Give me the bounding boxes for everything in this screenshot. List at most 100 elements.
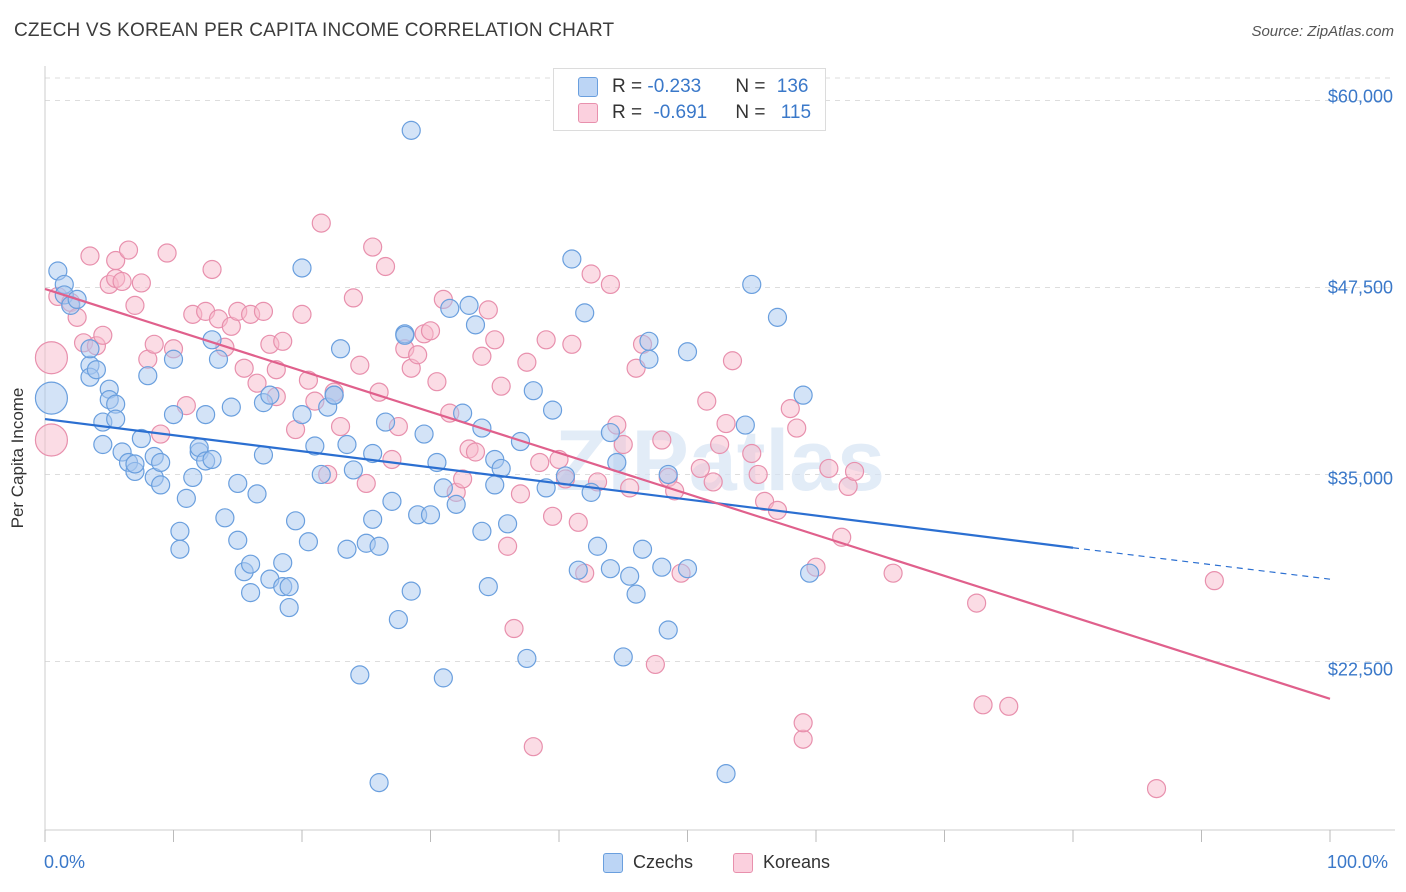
korean-point (793, 713, 813, 733)
korean-point (844, 461, 865, 482)
korean-point (530, 452, 550, 473)
czech-point (86, 360, 107, 380)
korean-point (652, 430, 672, 450)
czech-point (626, 584, 646, 604)
korean-point (1204, 571, 1224, 591)
y-tick-label: $22,500 (1327, 659, 1393, 680)
czech-point (799, 563, 820, 583)
korean-point (517, 352, 537, 372)
korean-point (253, 301, 274, 321)
korean-point (478, 300, 498, 320)
y-tick-label: $35,000 (1327, 468, 1393, 489)
czech-point (395, 325, 415, 345)
korean-point (793, 729, 813, 749)
czech-points (34, 120, 820, 793)
czech-point (337, 434, 357, 455)
korean-point (343, 288, 363, 308)
czech-point (600, 559, 621, 579)
legend-czechs-label: Czechs (633, 852, 694, 872)
czech-point (131, 428, 151, 449)
korean-point (292, 304, 312, 324)
czech-point (465, 315, 486, 335)
korean-point (710, 434, 730, 455)
czech-point (433, 668, 453, 688)
korean-point (999, 696, 1019, 716)
czech-point (523, 381, 543, 401)
korean-point (330, 416, 351, 437)
czech-r-value: -0.233 (647, 76, 702, 97)
legend: R = -0.233 N = 136 R = -0.691 N = 115 (553, 68, 826, 131)
czech-point (369, 773, 389, 793)
czech-point (375, 412, 396, 432)
korean-point (883, 563, 903, 583)
korean-point (967, 593, 987, 613)
czech-point (742, 274, 762, 295)
czech-point (273, 553, 293, 573)
korean-point (645, 654, 665, 675)
czech-point (202, 449, 222, 470)
korean-point (363, 237, 383, 257)
czech-point (337, 539, 357, 559)
bottom-legend-czechs: Czechs (603, 852, 693, 873)
korean-point (504, 618, 524, 639)
czech-swatch (578, 77, 598, 97)
x-tick-label: 100.0% (1327, 852, 1389, 872)
czech-point (241, 583, 261, 603)
czech-point (517, 648, 537, 669)
czech-point (151, 475, 171, 495)
czech-point (555, 466, 576, 486)
czech-point (459, 295, 479, 315)
korean-point (690, 458, 710, 479)
korean-point (973, 695, 993, 715)
czech-point (228, 473, 248, 494)
czech-point (735, 415, 755, 435)
czech-point (93, 434, 113, 455)
korean-point (93, 325, 113, 345)
czech-point (542, 400, 563, 420)
czech-point (658, 620, 678, 640)
korean-r-value: -0.691 (653, 102, 708, 123)
czech-point (292, 258, 312, 278)
czech-point (170, 521, 190, 541)
r-label: R = (612, 102, 648, 123)
czech-point (587, 536, 608, 556)
czech-point (241, 554, 261, 574)
y-axis-label: Per Capita Income (8, 387, 27, 529)
czech-point (420, 505, 441, 525)
korean-point (106, 250, 126, 271)
korean-point (382, 449, 402, 470)
korean-point (510, 484, 531, 504)
czech-point (613, 647, 633, 667)
korean-point (620, 478, 640, 498)
czech-point (639, 349, 659, 369)
korean-point (1146, 778, 1167, 799)
korean-point (34, 423, 69, 457)
korean-point (311, 213, 331, 233)
korean-point (420, 321, 441, 341)
czech-point (363, 443, 383, 464)
czech-point (138, 366, 158, 386)
korean-point (742, 443, 762, 464)
czech-point (639, 331, 659, 351)
legend-row-korean: R = -0.691 N = 115 (578, 101, 811, 125)
czech-point (343, 460, 363, 480)
czech-point (324, 385, 344, 405)
korean-point (465, 442, 486, 462)
korean-point (568, 512, 588, 532)
korean-point (722, 351, 743, 371)
n-label: N = (735, 102, 771, 123)
korean-point (787, 418, 807, 438)
korean-swatch (578, 103, 598, 123)
czech-point (215, 508, 235, 528)
korean-point (350, 355, 370, 375)
czech-point (414, 424, 434, 444)
czech-point (176, 488, 196, 508)
czech-point (478, 577, 498, 597)
korean-point (498, 536, 518, 556)
czech-point (440, 298, 460, 318)
czech-point (677, 559, 698, 579)
czech-point (793, 385, 813, 405)
r-label: R = (612, 76, 648, 97)
czech-point (369, 536, 389, 556)
czech-point (491, 458, 511, 479)
